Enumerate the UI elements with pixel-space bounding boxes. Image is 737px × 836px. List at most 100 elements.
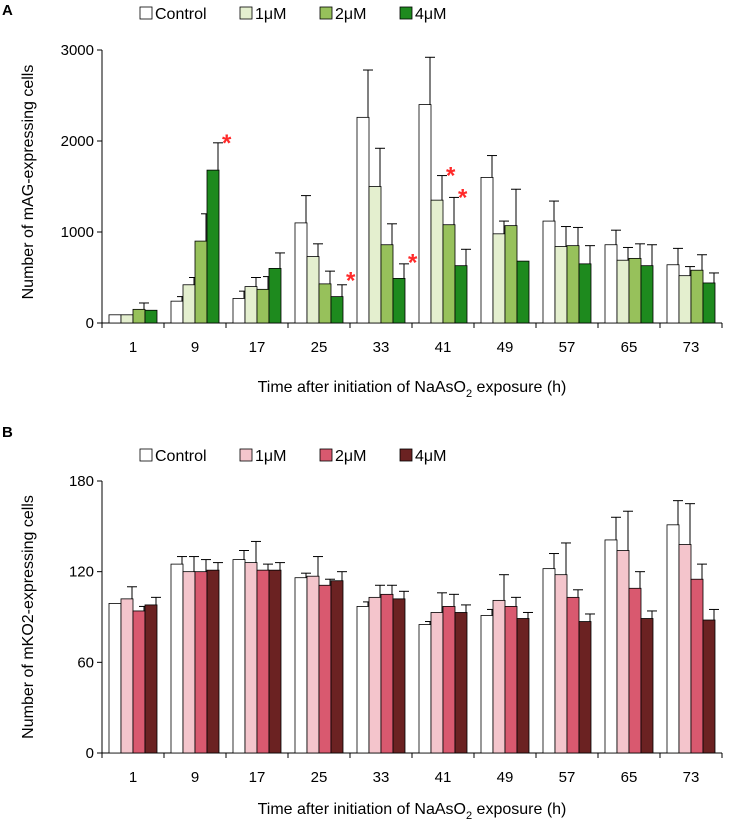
panel-a-letter: A [2,2,13,19]
legend-label: 2μM [335,448,366,465]
bar-1m [120,314,134,324]
panel-b-xlabel-main: Time after initiation of NaAsO [258,801,466,818]
x-tick-label: 65 [621,769,638,786]
bar-control [604,539,618,754]
y-tick-label: 2000 [61,133,94,150]
bar-2m [132,610,146,754]
bar-1m [368,186,382,324]
bar-4m [144,309,158,324]
bar-2m [256,569,270,754]
x-tick-label: 65 [621,339,638,356]
legend-swatch [239,448,253,462]
y-tick-label: 0 [86,315,94,332]
bar-4m [578,263,592,324]
legend-swatch [319,6,333,20]
significance-marker: * [458,184,468,211]
bar-4m [454,612,468,754]
bar-control [170,563,184,754]
panel-b-xlabel-sub: 2 [466,810,472,822]
bar-1m [430,199,444,324]
bar-4m [640,265,654,324]
bar-2m [318,283,332,324]
legend-label: 4μM [415,448,446,465]
bar-4m [206,169,220,324]
legend-label: Control [155,6,207,23]
significance-marker: * [408,249,418,276]
panel-b-letter: B [2,424,13,441]
bar-2m [194,571,208,754]
bar-2m [380,593,394,754]
bar-2m [132,308,146,324]
bar-control [542,568,556,754]
y-tick-label: 0 [86,745,94,762]
bar-2m [442,606,456,754]
bar-2m [504,606,518,754]
panel-b: B Number of mKO2-expressing cells Time a… [2,424,566,822]
bar-4m [330,580,344,754]
y-tick-label: 60 [77,654,94,671]
legend-label: 2μM [335,6,366,23]
bar-2m [504,225,518,324]
bar-1m [678,275,692,324]
legend-label: 1μM [255,448,286,465]
bar-4m [392,598,406,754]
legend-swatch [139,6,153,20]
bar-control [604,244,618,324]
bar-control [542,220,556,324]
bar-4m [268,569,282,754]
bar-1m [492,233,506,324]
bar-4m [702,282,716,324]
x-tick-label: 41 [435,339,452,356]
bar-2m [566,245,580,324]
x-tick-label: 49 [497,339,514,356]
bar-4m [640,618,654,754]
x-tick-label: 57 [559,769,576,786]
bar-2m [628,257,642,324]
bar-1m [182,284,196,324]
legend-swatch [139,448,153,462]
bar-1m [244,286,258,324]
bar-control [356,606,370,754]
bar-1m [616,550,630,754]
x-tick-label: 41 [435,769,452,786]
legend-label: Control [155,448,207,465]
bar-4m [516,260,530,324]
bar-1m [492,599,506,754]
bar-2m [690,269,704,324]
bar-control [666,524,680,754]
y-tick-label: 120 [69,564,94,581]
x-tick-label: 57 [559,339,576,356]
bar-4m [516,618,530,754]
panel-a-xlabel-main: Time after initiation of NaAsO [258,379,466,396]
panel-a-ylabel: Number of mAG-expressing cells [20,65,37,300]
bar-control [232,298,246,324]
bar-2m [442,224,456,324]
bar-1m [616,259,630,324]
bar-control [294,222,308,324]
bar-1m [430,612,444,754]
bar-2m [566,596,580,754]
x-tick-label: 49 [497,769,514,786]
bar-4m [392,278,406,324]
bar-control [666,264,680,324]
y-tick-label: 1000 [61,224,94,241]
bar-1m [306,256,320,324]
bar-1m [182,571,196,754]
significance-marker: * [446,163,456,190]
bar-control [418,104,432,324]
significance-marker: * [346,268,356,295]
legend-label: 4μM [415,6,446,23]
panel-a-xlabel: Time after initiation of NaAsO2 exposure… [258,379,567,400]
x-tick-label: 1 [129,339,137,356]
legend-swatch [319,448,333,462]
panel-b-ylabel: Number of mKO2-expressing cells [20,495,37,739]
bar-control [108,603,122,754]
bar-2m [318,584,332,754]
bar-1m [306,575,320,754]
bar-2m [194,240,208,324]
bar-1m [368,596,382,754]
x-tick-label: 17 [249,339,266,356]
bar-1m [554,574,568,754]
